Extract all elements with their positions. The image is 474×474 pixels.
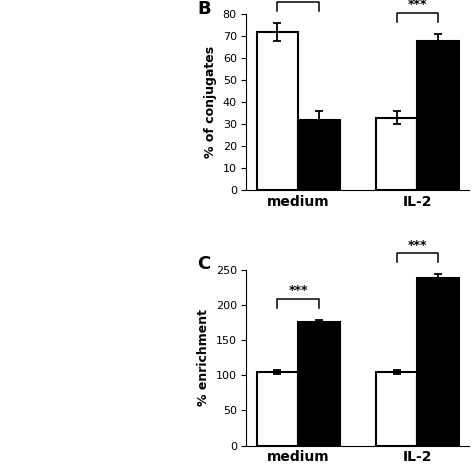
Text: ***: *** [408, 238, 427, 252]
Text: ***: *** [408, 0, 427, 11]
Text: ***: *** [289, 284, 308, 297]
Text: C: C [198, 255, 211, 273]
Y-axis label: % enrichment: % enrichment [197, 309, 210, 406]
Bar [376, 372, 418, 446]
Y-axis label: % of conjugates: % of conjugates [204, 46, 217, 158]
Bar [418, 278, 459, 446]
Bar [376, 118, 418, 190]
Bar [298, 322, 340, 446]
Bar [256, 372, 298, 446]
Bar [418, 41, 459, 190]
Text: B: B [198, 0, 211, 18]
Bar [298, 120, 340, 190]
Bar [256, 32, 298, 190]
